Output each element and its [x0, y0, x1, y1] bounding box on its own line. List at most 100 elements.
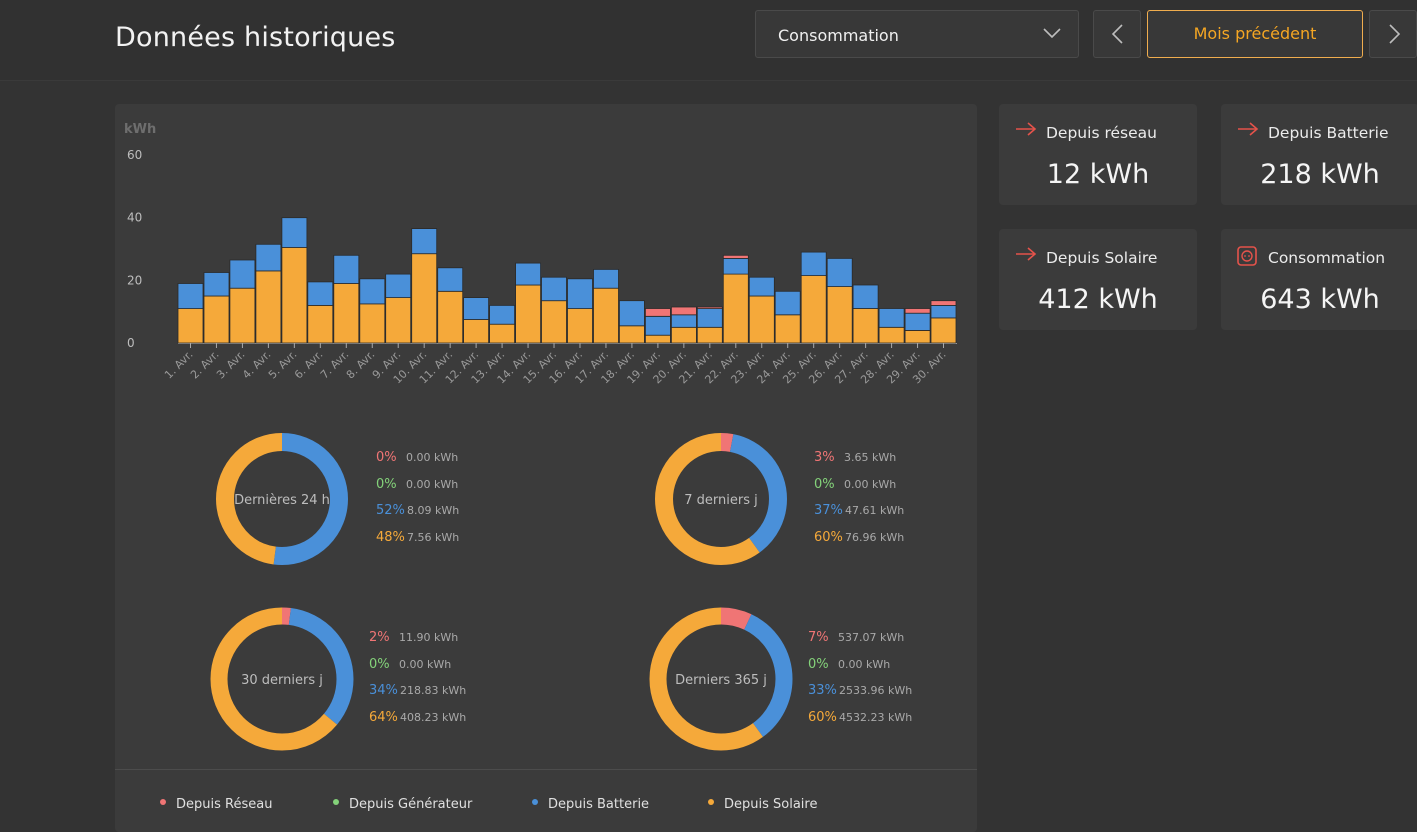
bar-segment [904, 330, 931, 344]
legend-label: Depuis Générateur [349, 797, 473, 812]
x-tick-label: 1. Avr. [162, 348, 196, 382]
donut-segment [210, 607, 354, 751]
bar-segment [281, 246, 308, 344]
bar-segment [203, 295, 230, 344]
x-tick-label: 7. Avr. [318, 348, 352, 382]
donut-stat-row: 60% 4532.23 kWh [808, 710, 912, 725]
donut-stat-percent: 0% [814, 476, 835, 492]
donut-stat-row: 48% 7.56 kWh [376, 530, 459, 545]
donut-chart: Derniers 365 j [649, 607, 793, 751]
bar-segment [437, 290, 464, 344]
bar-segment [878, 308, 905, 328]
card-value: 643 kWh [1260, 284, 1380, 315]
bar-segment [385, 297, 412, 344]
donut-stat-percent: 37% [814, 503, 843, 518]
donut-stat-kwh: 76.96 kWh [845, 530, 905, 544]
bar-segment [177, 283, 204, 310]
donut-segment [649, 607, 793, 751]
bar-segment [800, 251, 827, 277]
bar-chart: kWh 0 20 40 60 1. Avr.2. Avr.3. Avr.4. Avr.5… [124, 122, 957, 386]
bar-segment [722, 254, 749, 259]
donut-stat-row: 0% 0.00 kWh [376, 450, 458, 465]
card-value: 412 kWh [1038, 284, 1158, 315]
bar-segment [645, 315, 671, 336]
bar-segment [515, 262, 542, 286]
bar-segment [489, 323, 516, 344]
bar-segment [593, 268, 619, 289]
donut-stat-percent: 0% [376, 476, 397, 492]
card-value: 12 kWh [1046, 159, 1150, 190]
legend-item-solar: Depuis Solaire [708, 797, 817, 812]
bar-segment [696, 326, 723, 344]
donut-segment [655, 433, 787, 565]
y-tick-label: 0 [127, 336, 135, 350]
bar-segment [437, 267, 464, 292]
donut-stat-row: 7% 537.07 kWh [808, 630, 904, 645]
donut-stat-row: 0% 0.00 kWh [808, 657, 890, 672]
donut-chart: 30 derniers j [210, 607, 354, 751]
bar-segment [645, 308, 671, 317]
donut-stat-kwh: 0.00 kWh [399, 657, 452, 671]
bar-segment [800, 275, 827, 344]
donut-stat-percent: 0% [808, 656, 829, 672]
donut-stat-kwh: 8.09 kWh [407, 504, 460, 517]
bar-segment [567, 308, 593, 344]
bar-segment [385, 273, 412, 299]
donut-stat-percent: 7% [808, 630, 829, 645]
donut-stat-percent: 64% [369, 709, 398, 725]
donut-segment [649, 607, 793, 751]
bar-segment [671, 314, 697, 328]
donut-stat-kwh: 7.56 kWh [407, 530, 460, 544]
bar-segment [255, 243, 282, 272]
card-label: Depuis Batterie [1268, 124, 1389, 142]
donut-stat-row: 37% 47.61 kWh [814, 503, 904, 518]
page-title: Données historiques [115, 22, 396, 53]
arrow-right-icon [1238, 122, 1259, 136]
bar-segment [307, 281, 334, 306]
legend-label: Depuis Réseau [176, 797, 273, 812]
legend-dot [333, 798, 339, 805]
card-from-battery: Depuis Batterie 218 kWh [1221, 104, 1417, 205]
bar-segment [852, 284, 879, 309]
donut-stat-percent: 48% [376, 529, 405, 545]
x-tick-label: 4. Avr. [240, 348, 274, 382]
bar-segment [904, 308, 931, 314]
chevron-down-icon [1043, 28, 1061, 39]
donut-stat-percent: 0% [369, 656, 390, 672]
previous-button[interactable] [1093, 10, 1141, 58]
card-value: 218 kWh [1260, 159, 1380, 190]
bar-segment [826, 286, 853, 344]
donut-stat-percent: 0% [376, 450, 397, 465]
bar-segment [333, 254, 360, 284]
donut-stat-kwh: 47.61 kWh [845, 504, 905, 517]
next-button[interactable] [1369, 10, 1417, 58]
donut-stat-kwh: 537.07 kWh [838, 631, 905, 644]
bar-segment [930, 304, 957, 319]
top-bar: Données historiques Consommation Mois pr… [0, 0, 1417, 81]
donut-stat-kwh: 11.90 kWh [399, 631, 459, 644]
legend-dot [160, 798, 166, 805]
bar-segment [878, 326, 905, 344]
bar-segment [618, 300, 645, 327]
legend-divider [115, 769, 977, 770]
bar-segment [203, 272, 230, 297]
bar-segment [255, 270, 282, 344]
donut-stat-kwh: 2533.96 kWh [839, 684, 913, 697]
bar-segment [229, 259, 256, 289]
x-tick-label: 8. Avr. [344, 348, 378, 382]
donut-stat-row: 64% 408.23 kWh [369, 710, 466, 725]
donut-stat-kwh: 0.00 kWh [844, 477, 897, 491]
donut-center-label: 30 derniers j [241, 673, 323, 688]
card-label: Depuis réseau [1046, 124, 1157, 142]
donut-stat-percent: 60% [808, 709, 837, 725]
bar-segment [229, 287, 256, 344]
donut-stat-percent: 60% [814, 529, 843, 545]
donut-chart: 7 derniers j [655, 433, 787, 565]
donut-center-label: Dernières 24 h [234, 493, 330, 508]
previous-month-button[interactable]: Mois précédent [1147, 10, 1363, 58]
bar-segment [904, 312, 931, 331]
donut-stat-kwh: 408.23 kWh [400, 710, 467, 724]
donut-stat-row: 3% 3.65 kWh [814, 450, 896, 465]
chevron-left-icon [1111, 24, 1123, 44]
data-type-select[interactable]: Consommation [755, 10, 1079, 58]
